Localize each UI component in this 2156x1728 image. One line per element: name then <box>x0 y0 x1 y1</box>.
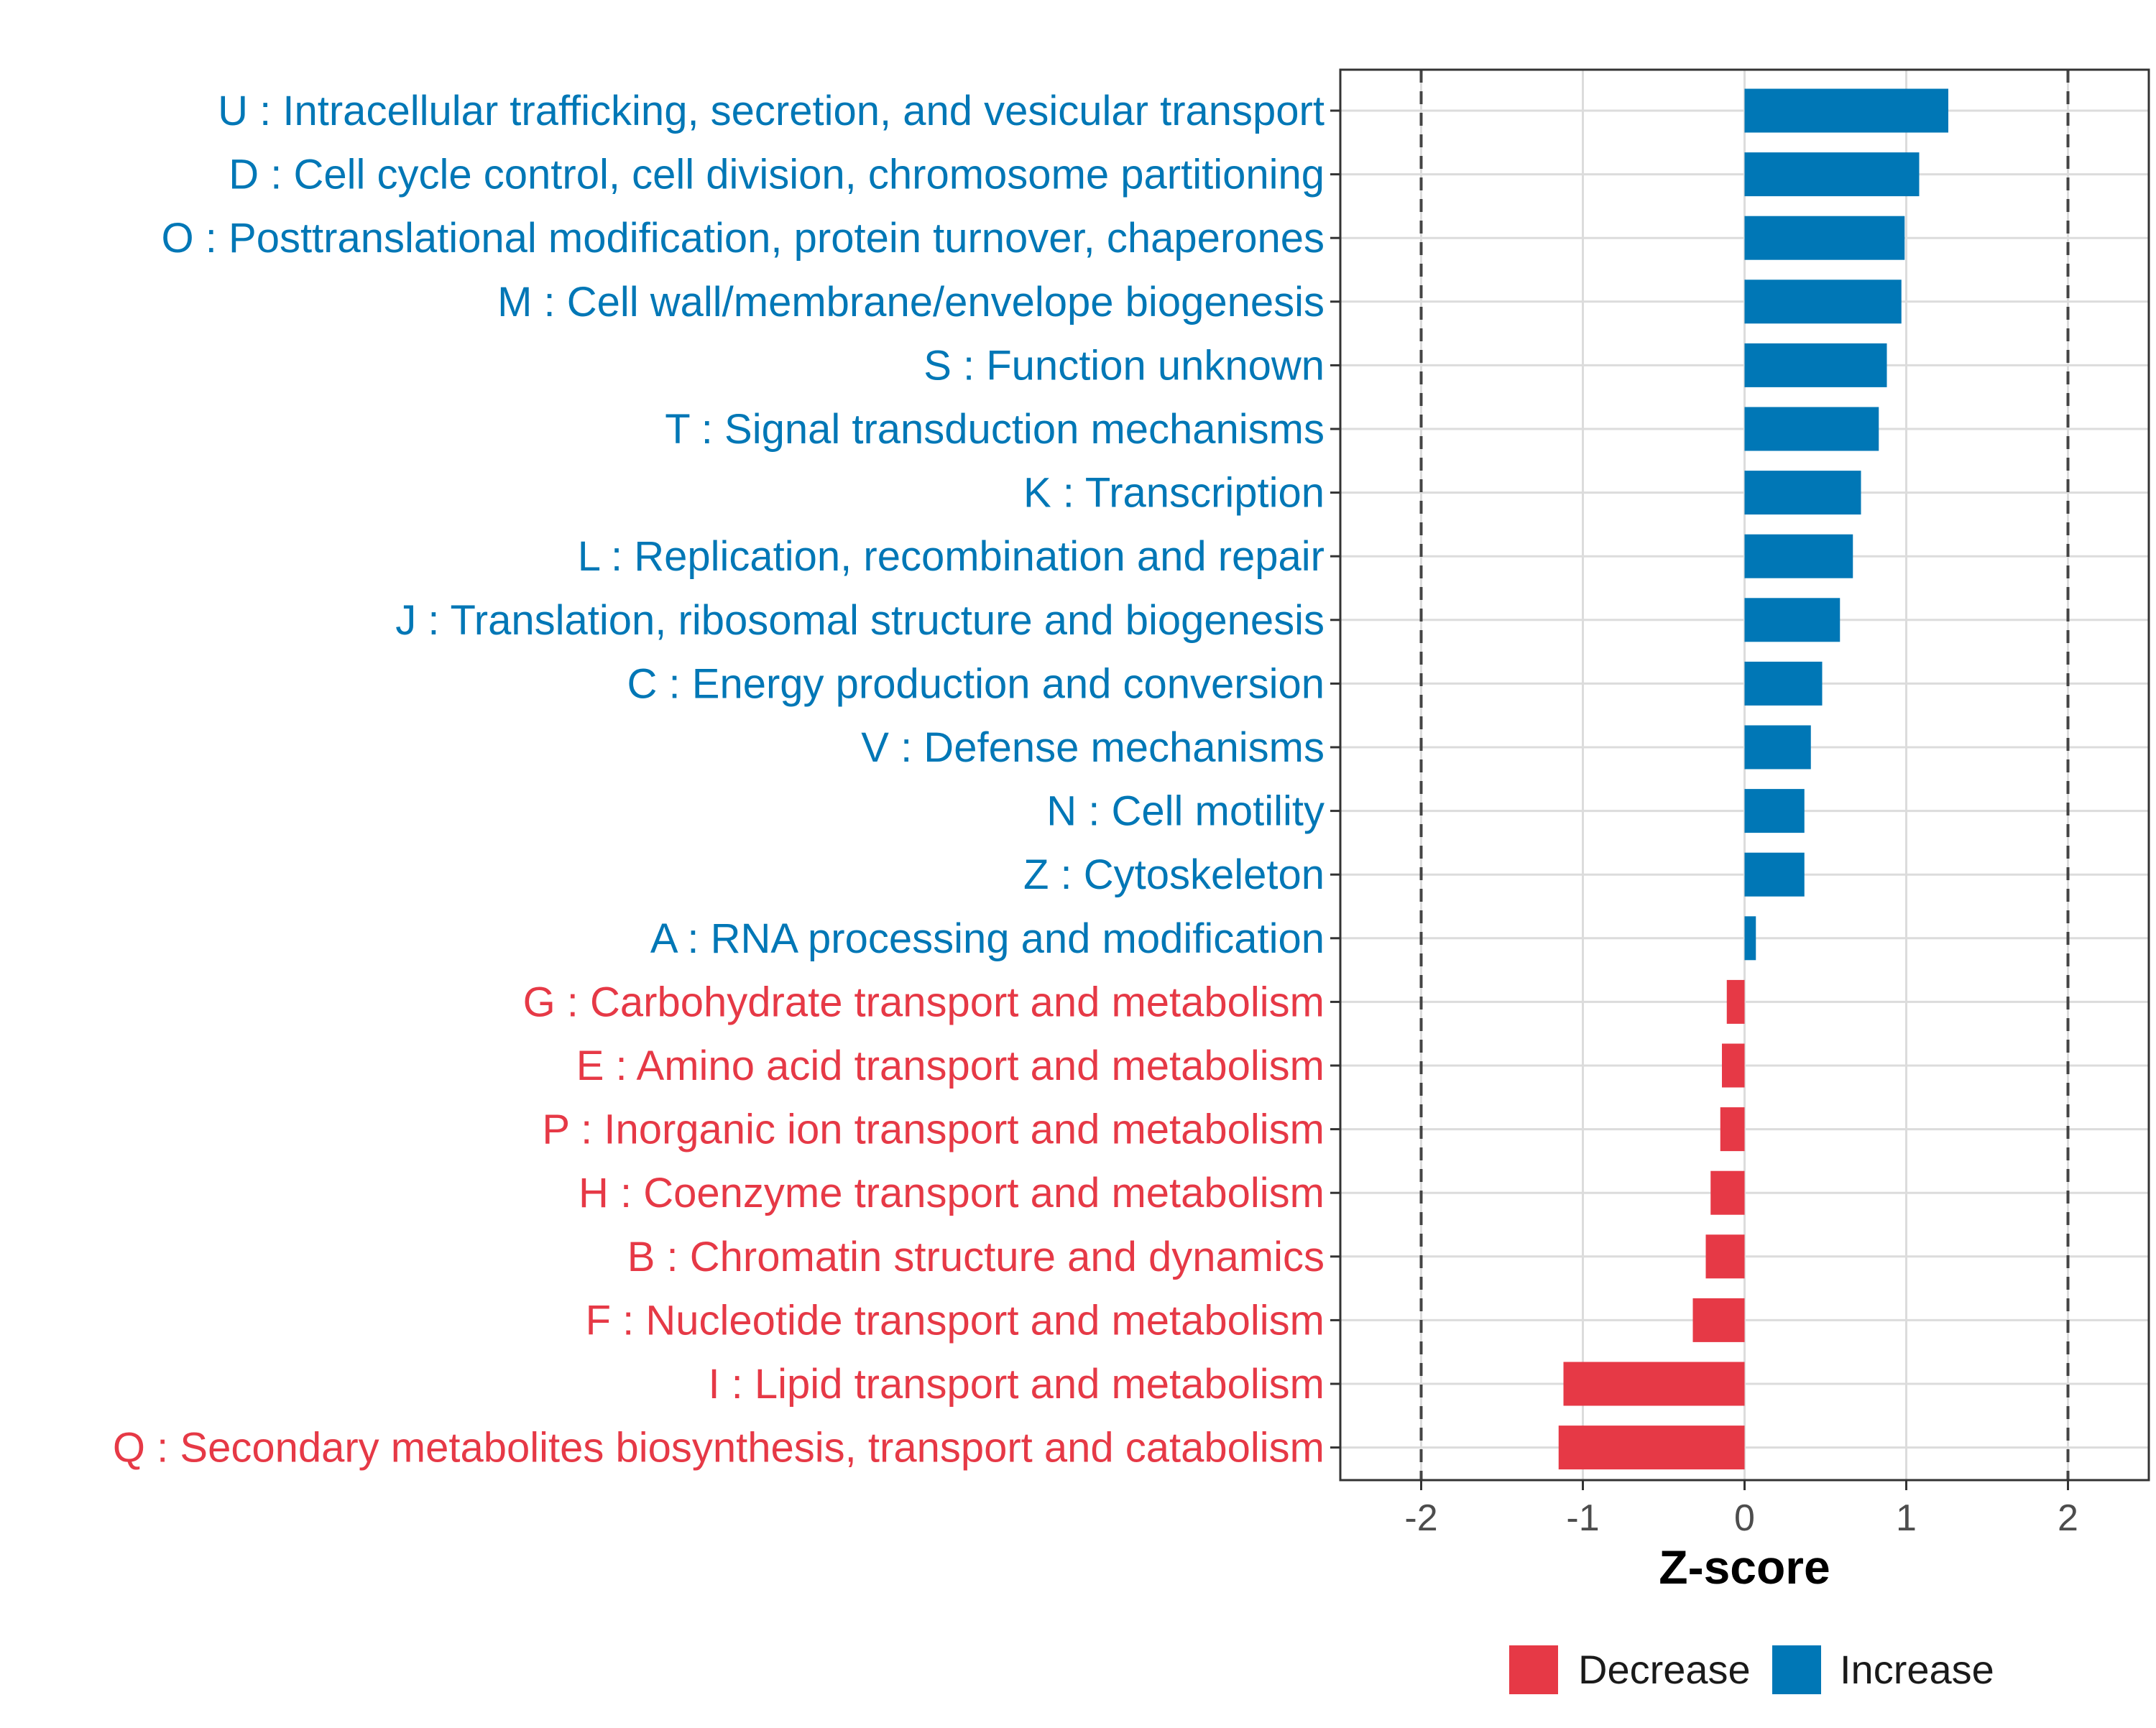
category-label: L : Replication, recombination and repai… <box>578 533 1325 580</box>
category-label: S : Function unknown <box>923 342 1325 389</box>
category-label: H : Coenzyme transport and metabolism <box>579 1170 1325 1216</box>
legend-label: Decrease <box>1578 1647 1751 1692</box>
category-label: M : Cell wall/membrane/envelope biogenes… <box>497 279 1325 325</box>
bar <box>1744 661 1823 706</box>
bar <box>1722 1043 1745 1088</box>
bar <box>1710 1170 1745 1215</box>
category-label: T : Signal transduction mechanisms <box>665 406 1325 453</box>
category-label: V : Defense mechanisms <box>861 724 1325 771</box>
x-tick-label: 2 <box>2058 1497 2078 1539</box>
category-label: D : Cell cycle control, cell division, c… <box>229 152 1325 198</box>
bar <box>1744 279 1902 324</box>
bar <box>1744 534 1853 578</box>
bar <box>1744 598 1841 642</box>
bar <box>1744 152 1920 197</box>
bar <box>1744 343 1887 387</box>
bar <box>1558 1426 1745 1470</box>
category-label: G : Carbohydrate transport and metabolis… <box>523 979 1325 1025</box>
category-label: B : Chromatin structure and dynamics <box>627 1234 1325 1280</box>
bar <box>1705 1234 1745 1279</box>
legend-key <box>1509 1645 1558 1694</box>
reference-lines <box>1419 70 2070 1480</box>
bar <box>1563 1362 1745 1406</box>
bar <box>1744 88 1948 133</box>
bars <box>1558 88 1948 1470</box>
category-label: Q : Secondary metabolites biosynthesis, … <box>113 1425 1325 1471</box>
x-tick-label: -2 <box>1404 1497 1437 1539</box>
category-label: K : Transcription <box>1023 470 1325 517</box>
bar <box>1744 407 1879 451</box>
x-axis-ticks: -2 -1 0 1 2 <box>1404 1480 2078 1539</box>
category-label: E : Amino acid transport and metabolism <box>576 1043 1325 1089</box>
bar <box>1744 471 1861 515</box>
x-tick-label: -1 <box>1566 1497 1599 1539</box>
legend-key <box>1772 1645 1821 1694</box>
category-label: U : Intracellular trafficking, secretion… <box>218 88 1325 134</box>
bar <box>1744 789 1805 833</box>
category-label: Z : Cytoskeleton <box>1023 851 1325 898</box>
bar <box>1744 725 1811 770</box>
bar <box>1720 1107 1745 1152</box>
category-label: I : Lipid transport and metabolism <box>708 1361 1325 1408</box>
bar <box>1744 916 1756 961</box>
category-label: N : Cell motility <box>1046 788 1325 835</box>
category-label: P : Inorganic ion transport and metaboli… <box>542 1106 1325 1153</box>
category-label: O : Posttranslational modification, prot… <box>162 215 1325 262</box>
bar <box>1744 852 1805 897</box>
x-tick-label: 0 <box>1734 1497 1755 1539</box>
y-axis-ticks: U : Intracellular trafficking, secretion… <box>113 88 1340 1471</box>
bar <box>1744 216 1905 260</box>
category-label: F : Nucleotide transport and metabolism <box>586 1297 1325 1344</box>
category-label: C : Energy production and conversion <box>627 660 1325 707</box>
bar <box>1692 1298 1745 1342</box>
category-label: A : RNA processing and modification <box>650 915 1325 962</box>
legend: Decrease Increase <box>1509 1645 1994 1694</box>
x-axis-title: Z-score <box>1659 1540 1830 1594</box>
x-tick-label: 1 <box>1896 1497 1917 1539</box>
legend-label: Increase <box>1840 1647 1994 1692</box>
category-label: J : Translation, ribosomal structure and… <box>395 597 1325 644</box>
bar <box>1726 979 1745 1024</box>
